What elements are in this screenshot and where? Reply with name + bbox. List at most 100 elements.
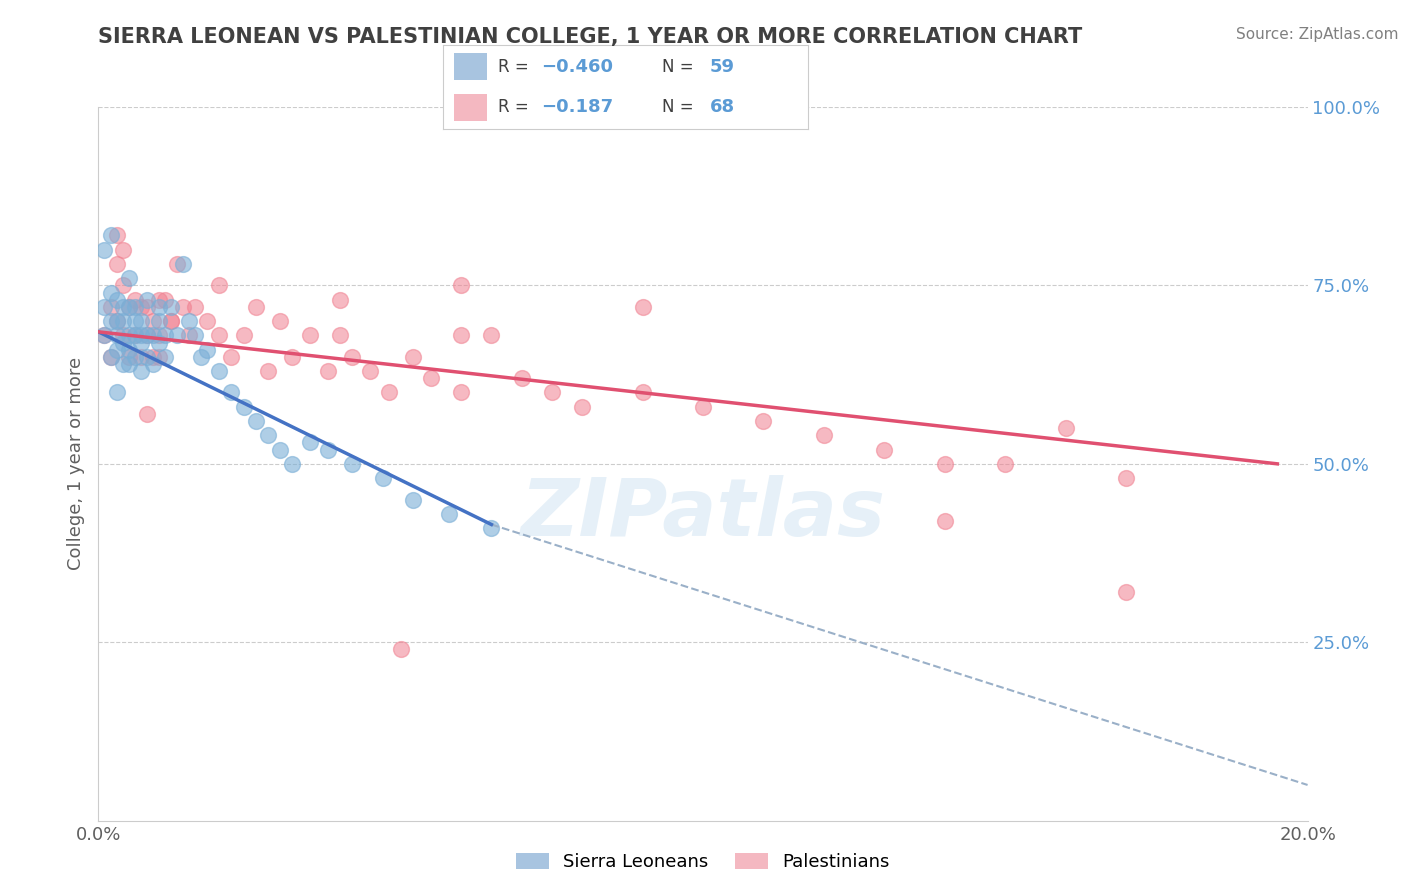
Point [124,328,146,343]
Text: −0.460: −0.460 [541,58,613,76]
Point [481,328,503,343]
Point [256,428,278,442]
Point [135,293,157,307]
Point [195,343,218,357]
Point [135,300,157,314]
Point [93,328,115,343]
Point [360,364,382,378]
Point [1115,585,1137,599]
Point [342,457,364,471]
Point [160,300,183,314]
Point [510,371,533,385]
Text: R =: R = [498,58,534,76]
Point [481,521,503,535]
Point [329,328,352,343]
Point [329,293,352,307]
Legend: Sierra Leoneans, Palestinians: Sierra Leoneans, Palestinians [509,846,897,879]
Point [111,243,134,257]
Point [100,350,122,364]
FancyBboxPatch shape [454,54,486,80]
Point [118,300,141,314]
Point [208,278,231,293]
Point [166,257,188,271]
Point [316,442,339,457]
Point [245,414,267,428]
Point [105,328,128,343]
Point [124,314,146,328]
Point [111,328,134,343]
Point [111,335,134,350]
Point [371,471,394,485]
Text: ZIPatlas: ZIPatlas [520,475,886,553]
Point [316,364,339,378]
Point [111,278,134,293]
Point [1054,421,1077,435]
Point [631,300,654,314]
Point [105,293,128,307]
Point [111,314,134,328]
Point [148,335,170,350]
FancyBboxPatch shape [454,94,486,120]
Point [994,457,1017,471]
Point [571,400,593,414]
Point [153,328,176,343]
Point [540,385,562,400]
Point [129,364,152,378]
Point [179,314,201,328]
Text: 68: 68 [710,98,735,116]
Point [450,328,472,343]
Point [148,350,170,364]
Point [402,350,425,364]
Point [179,328,201,343]
Point [269,442,291,457]
Point [269,314,291,328]
Text: R =: R = [498,98,534,116]
Point [208,364,231,378]
Point [184,328,207,343]
Point [100,285,122,300]
Point [281,350,304,364]
Point [166,328,188,343]
Point [342,350,364,364]
Point [105,314,128,328]
Point [135,350,157,364]
Point [402,492,425,507]
Point [221,350,243,364]
Point [873,442,896,457]
Point [195,314,218,328]
Point [232,328,254,343]
Point [100,314,122,328]
Point [232,400,254,414]
Point [389,642,412,657]
Point [129,328,152,343]
Point [934,457,956,471]
Point [93,243,115,257]
Point [190,350,212,364]
Point [100,300,122,314]
Point [129,335,152,350]
Point [420,371,443,385]
Point [118,328,141,343]
Text: Source: ZipAtlas.com: Source: ZipAtlas.com [1236,27,1399,42]
Point [100,228,122,243]
Point [118,300,141,314]
Point [142,328,165,343]
Point [142,357,165,371]
Point [105,343,128,357]
Point [160,314,183,328]
Point [160,314,183,328]
Point [111,357,134,371]
Point [135,328,157,343]
Point [148,300,170,314]
Point [450,385,472,400]
Point [124,293,146,307]
Point [124,350,146,364]
Point [142,350,165,364]
Point [111,300,134,314]
Point [450,278,472,293]
Point [135,328,157,343]
Point [184,300,207,314]
Point [172,300,194,314]
Point [129,314,152,328]
Point [148,328,170,343]
